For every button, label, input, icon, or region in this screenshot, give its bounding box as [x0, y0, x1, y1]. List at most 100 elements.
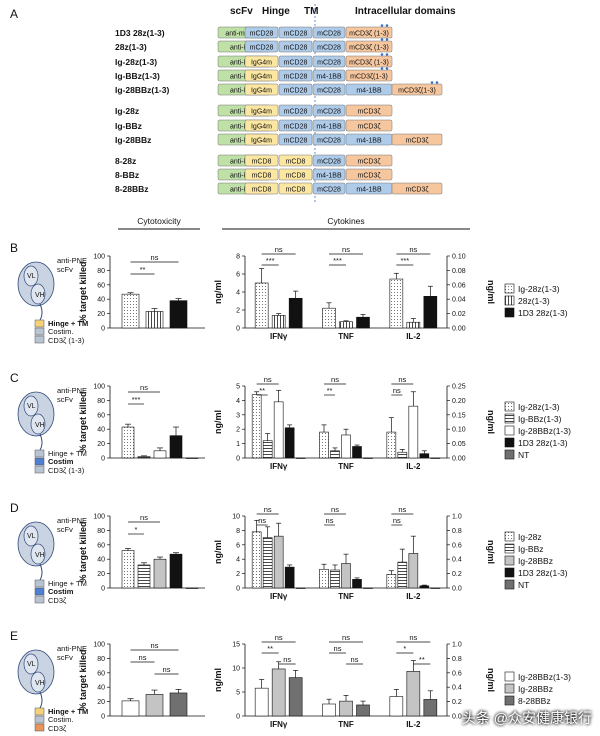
domain-label: mCD28 [317, 158, 341, 165]
y-tick-label-right: 0.4 [452, 557, 462, 564]
x-category-label: TNF [338, 332, 354, 341]
cd3-label: CD3ζ (1-3) [48, 336, 85, 345]
bar [339, 321, 353, 329]
y-tick-label: 1 [236, 441, 240, 448]
significance-label: ns [398, 505, 406, 514]
significance-label: ns [331, 375, 339, 384]
bar [419, 585, 430, 589]
linker-line [39, 563, 43, 581]
y-tick-label-right: 0.6 [452, 670, 462, 677]
domain-label: IgG4m [251, 123, 272, 130]
bar [271, 668, 286, 717]
domain-box [244, 119, 279, 132]
legend-swatch [504, 555, 515, 566]
domain-box [312, 55, 346, 68]
cd3-box [34, 723, 45, 732]
bar [153, 450, 167, 459]
y-tick-label: 40 [97, 557, 105, 564]
domain-box [312, 26, 346, 39]
scfv-label: scFv [57, 265, 73, 274]
domain-box [244, 133, 279, 146]
y-tick-label: 100 [93, 384, 105, 391]
costim-box [34, 587, 45, 596]
significance-label: ** [140, 265, 146, 274]
legend-swatch [504, 671, 515, 682]
significance-label: *** [400, 256, 409, 265]
y-tick-label-right: 0.00 [452, 326, 466, 333]
bar [406, 671, 421, 717]
legend-swatch [504, 531, 515, 542]
y-tick-label: 2 [236, 571, 240, 578]
x-category-label: TNF [338, 592, 354, 601]
bar [153, 558, 167, 589]
construct-name: 8-28z [115, 156, 136, 166]
bar [169, 300, 188, 329]
significance-label: * [135, 525, 138, 534]
domain-label: mCD3ζ(1-3) [398, 87, 436, 94]
domain-label: anti-PNE [230, 87, 258, 94]
domain-box [278, 40, 313, 53]
domain-label: mCD28 [317, 108, 341, 115]
domain-label: anti-PNE [230, 108, 258, 115]
panel-label: A [10, 7, 18, 21]
y-tick-label: 40 [97, 427, 105, 434]
scfv-label: anti-PNE [57, 256, 87, 265]
significance-label: ns [163, 665, 171, 674]
domain-label: mCD3ζ [358, 108, 381, 115]
significance-label: ns [351, 655, 359, 664]
significance-label: * [403, 644, 406, 653]
domain-label: anti-mCD19 [225, 30, 262, 37]
domain-box [312, 40, 346, 53]
domain-label: mCD3ζ [358, 172, 381, 179]
y-tick-label-right: 0.08 [452, 268, 466, 275]
significance-label: *** [132, 395, 141, 404]
domain-box [345, 55, 393, 68]
legend-label: Ig-28BBz(1-3) [518, 426, 571, 436]
mutation-dot [385, 38, 389, 41]
legend-label: Ig-28BBz [518, 684, 553, 694]
y-tick-label-right: 0.04 [452, 297, 466, 304]
legend-label: Ig-BBz [518, 544, 544, 554]
panel-label: E [10, 629, 18, 643]
hinge-box [34, 319, 45, 328]
bar [185, 587, 199, 589]
legend-swatch [504, 567, 515, 578]
legend-label: 1D3 28z(1-3) [518, 308, 568, 318]
bar [145, 311, 164, 329]
y-tick-label-right: 0.0 [452, 586, 462, 593]
significance-label: ns [264, 375, 272, 384]
cytotoxicity-header: Cytotoxicity [137, 216, 181, 226]
bar [137, 456, 151, 459]
x-category-label: IL-2 [406, 592, 421, 601]
legend-swatch [504, 683, 515, 694]
mutation-dot [430, 81, 434, 84]
domain-box [244, 69, 279, 82]
domain-label: mCD3ζ [406, 137, 429, 144]
bar [121, 293, 140, 329]
y-axis-label-right: ng/ml [486, 540, 496, 564]
domain-label: mCD3ζ [406, 186, 429, 193]
vh-label: VH [35, 422, 45, 429]
costim-box [34, 327, 45, 336]
bar [295, 587, 306, 589]
domain-box [345, 40, 393, 53]
domain-box [312, 83, 346, 96]
domain-label: mCD28 [284, 44, 308, 51]
domain-label: mCD28 [284, 87, 308, 94]
y-tick-label: 40 [97, 685, 105, 692]
domain-label: mCD28 [317, 137, 341, 144]
mutation-dot [380, 67, 384, 70]
bar [121, 700, 140, 717]
domain-box [391, 182, 443, 195]
bar [397, 561, 408, 589]
legend-label: 1D3 28z(1-3) [518, 438, 568, 448]
domain-box [244, 55, 279, 68]
domain-label: mCD3ζ [358, 123, 381, 130]
bar [352, 579, 362, 589]
vl-domain-icon [23, 653, 39, 675]
domain-label: IgG4m [251, 87, 272, 94]
significance-label: ns [140, 513, 148, 522]
